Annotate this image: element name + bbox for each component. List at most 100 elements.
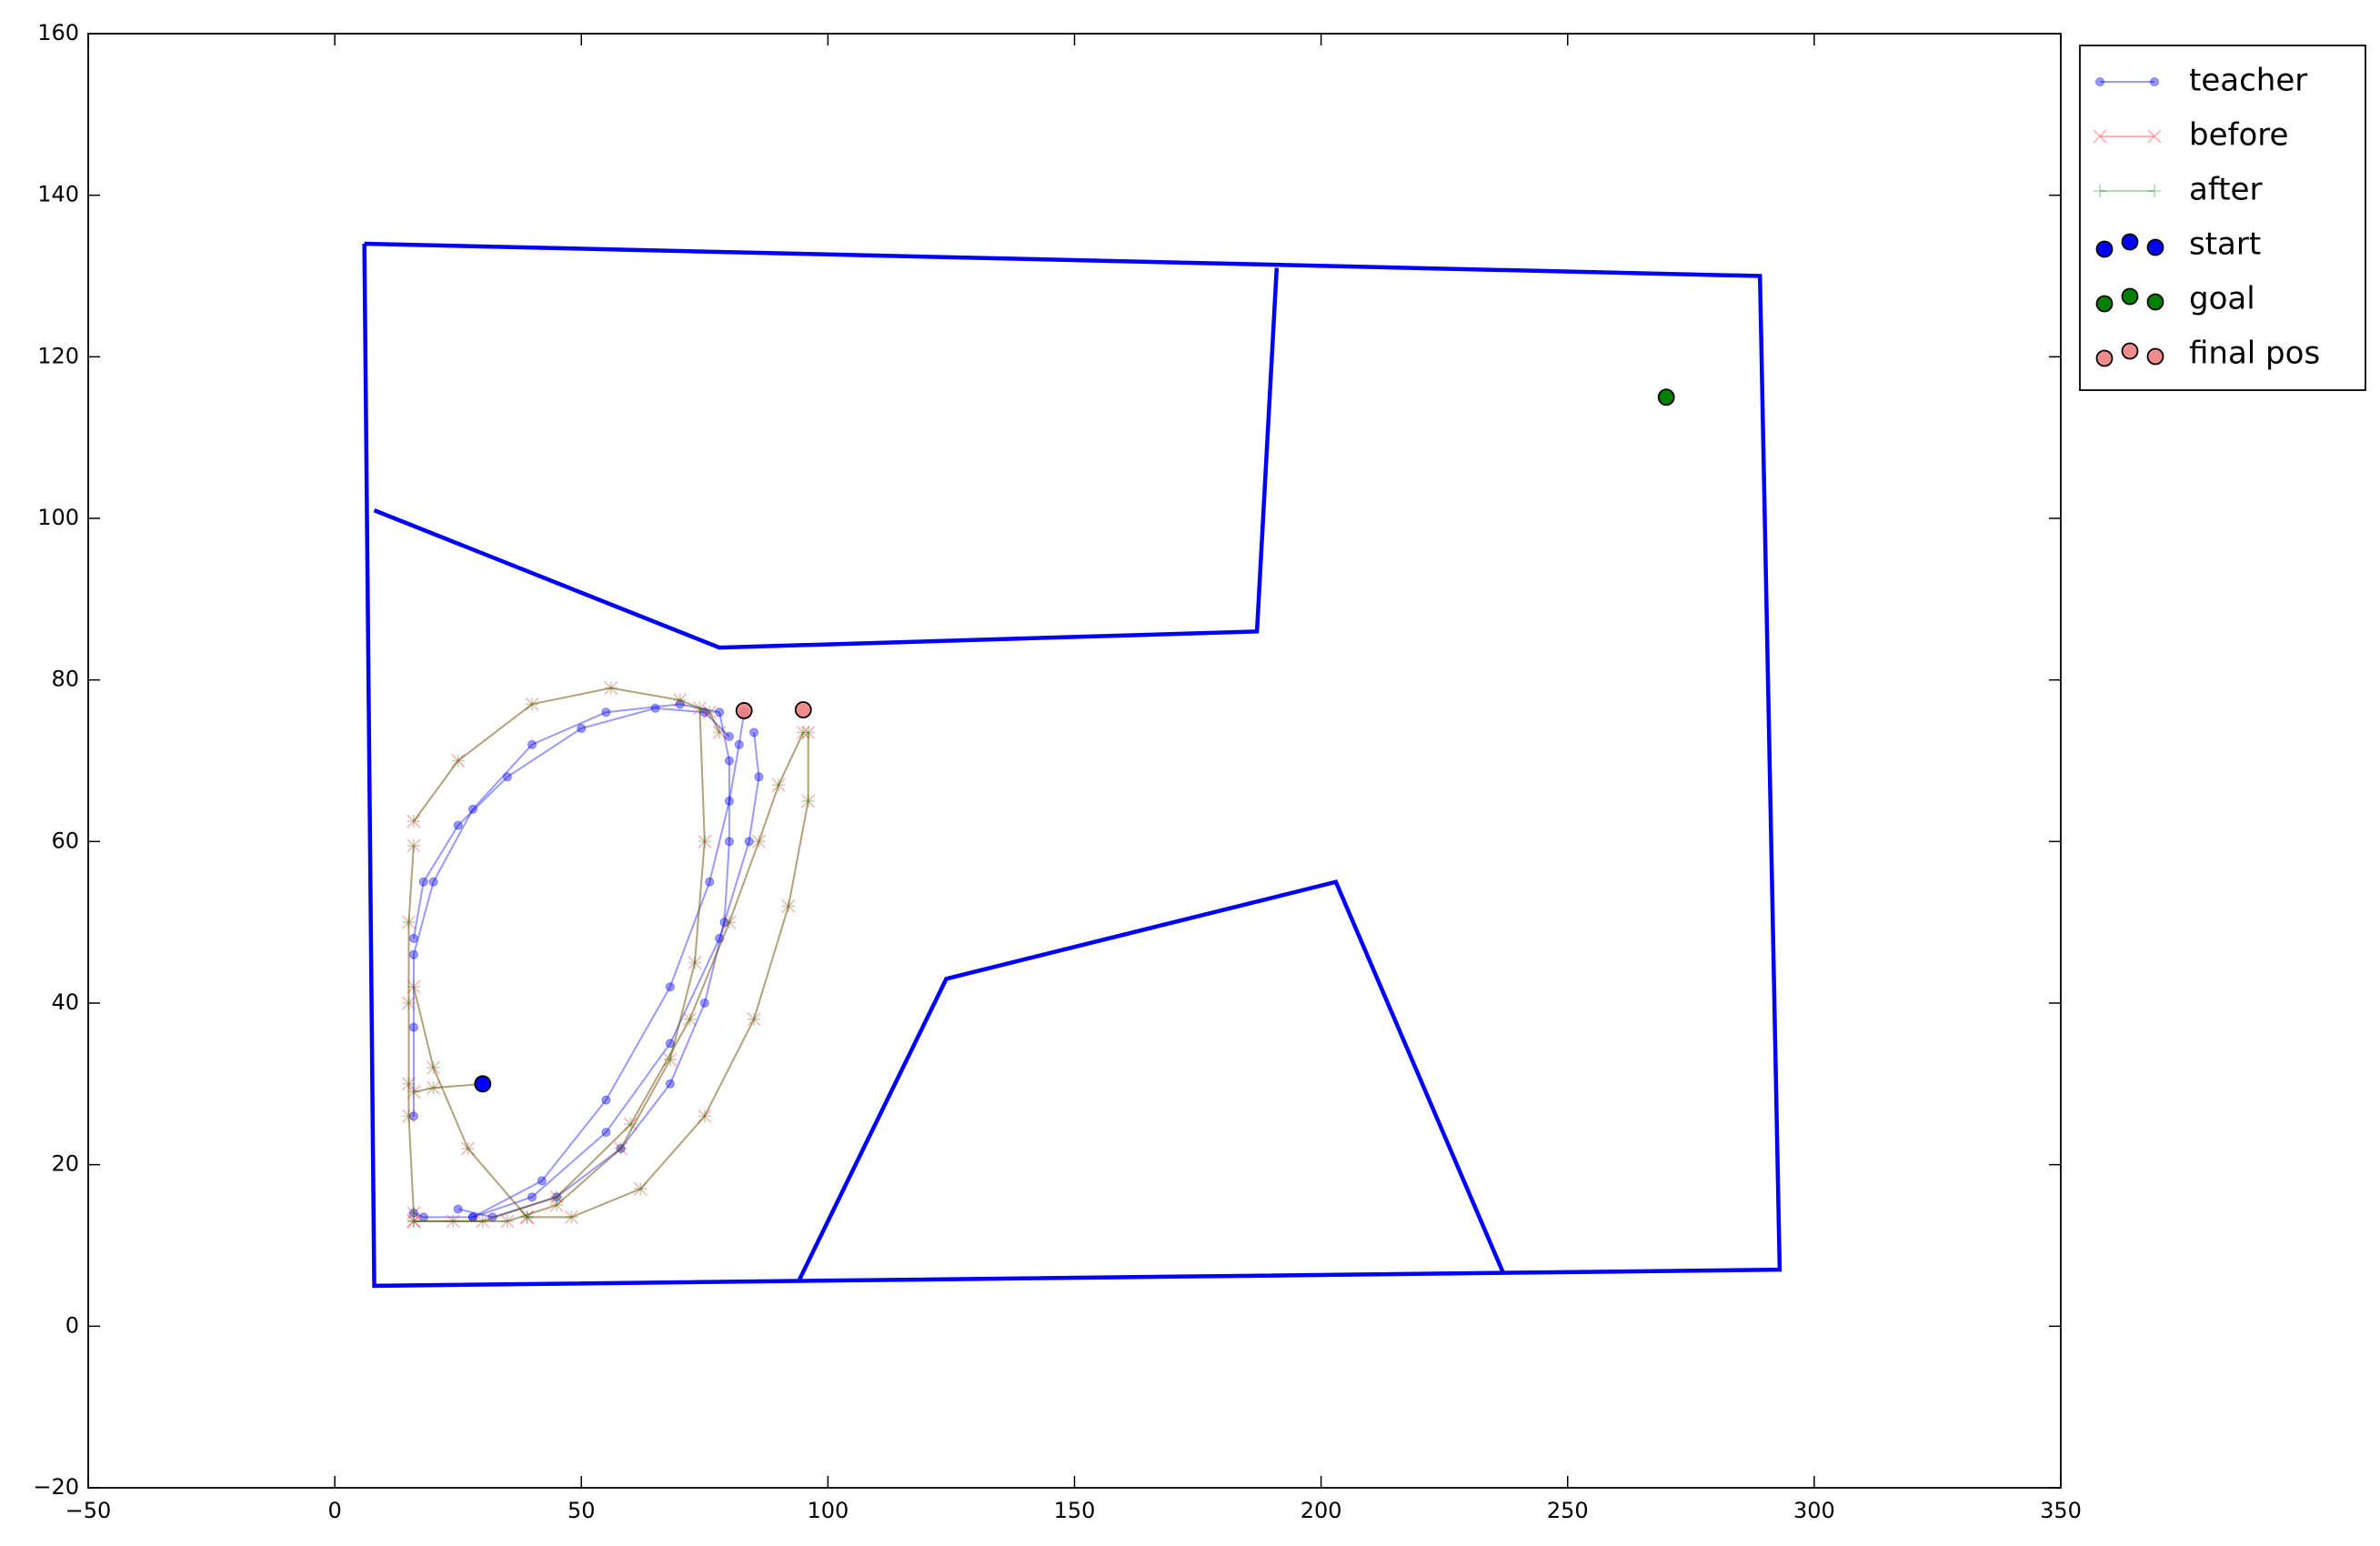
point [1657,388,1675,407]
legend-marker [2150,77,2159,86]
y-tick-label: 120 [37,343,79,368]
x-tick-label: 200 [1300,1498,1342,1523]
y-tick-label: 40 [51,989,79,1015]
point [688,956,701,969]
point [604,680,618,696]
point [527,1192,537,1202]
y-tick-label: 80 [51,667,79,692]
point [601,1128,611,1138]
point [427,1080,441,1095]
point [446,1214,460,1229]
point [634,1182,648,1196]
point [771,778,786,792]
point [564,1210,578,1224]
point [692,701,707,716]
trajectory [413,708,706,1222]
point [682,1012,698,1027]
point [407,838,420,852]
legend-marker [2146,238,2164,256]
point [604,681,618,695]
point [663,1052,678,1067]
point [460,1141,476,1156]
point [801,794,815,808]
point [683,1012,697,1026]
wall [362,241,1782,1289]
point [407,1214,420,1228]
trajectory [412,986,528,1219]
y-tick-label: 60 [51,828,79,853]
point [705,877,715,887]
y-tick-label: 140 [37,182,79,207]
trajectory [413,712,746,1219]
point [427,1081,440,1095]
legend-label: final pos [2189,336,2320,372]
legend-marker [2121,287,2139,306]
x-tick-label: 0 [327,1498,341,1523]
point [408,1208,418,1218]
point [724,796,734,806]
x-tick-label: 350 [2040,1498,2082,1523]
trajectory [412,707,730,939]
point [699,708,709,718]
legend-marker [2094,185,2106,197]
point [772,778,786,792]
point [526,698,539,711]
trajectory [527,732,809,1219]
point [408,949,418,959]
point [500,1214,515,1229]
point [749,728,759,738]
point [734,739,744,749]
x-tick-label: −50 [65,1498,112,1523]
point [781,899,795,913]
point [794,701,812,718]
point [520,1210,534,1224]
point [688,956,702,970]
point [663,1053,677,1067]
point [408,933,418,943]
x-tick-label: 300 [1793,1498,1835,1523]
trajectory [413,1082,483,1093]
trajectory [412,986,528,1219]
trajectory [413,731,805,1222]
point [402,1109,416,1123]
trajectory [413,1082,483,1093]
legend-marker [2147,129,2162,144]
point [552,1192,562,1202]
point [624,1118,638,1131]
point [427,1061,440,1075]
legend-marker [2095,295,2114,313]
point [698,1109,712,1123]
point [751,834,767,848]
point [407,1214,421,1229]
point [407,1214,420,1228]
point [467,1212,477,1222]
point [407,838,421,853]
point [401,996,417,1010]
x-tick-label: 100 [807,1498,849,1523]
point [614,1141,628,1156]
x-tick-label: 50 [567,1498,596,1523]
point [550,1199,564,1212]
point [675,699,685,709]
point [407,815,420,828]
plot-frame [87,33,2062,1489]
point [693,701,707,715]
y-tick-label: −20 [33,1474,79,1500]
point [601,1095,611,1105]
point [407,1085,420,1099]
point [715,708,725,718]
point [407,814,421,828]
point [408,1022,418,1032]
point [796,725,810,739]
point [719,918,729,928]
point [401,1077,417,1091]
legend-label: start [2189,226,2261,263]
wall [796,879,1506,1283]
legend-label: before [2189,117,2288,154]
point [549,1198,564,1212]
trajectory [413,708,706,1222]
legend-marker [2148,185,2161,197]
x-tick-label: 150 [1054,1498,1096,1523]
point [673,693,688,708]
point [665,1079,675,1089]
